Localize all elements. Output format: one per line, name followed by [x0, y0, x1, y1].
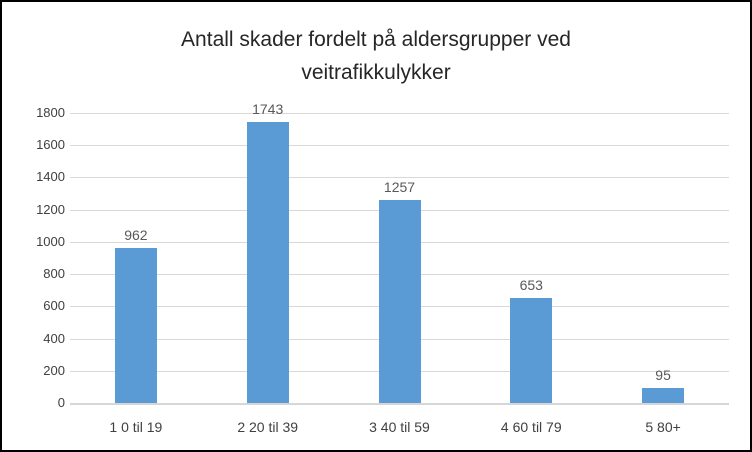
chart-title-line-2: veitrafikkulykker [301, 61, 451, 84]
bar-3 40 til 59 [378, 200, 421, 403]
y-tick-label: 200 [43, 362, 65, 378]
bar-value-label: 1257 [383, 179, 416, 196]
y-tick-label: 1600 [36, 137, 65, 153]
x-category-label: 4 60 til 79 [500, 419, 562, 435]
gridline [70, 145, 729, 147]
bar-value-label: 95 [655, 366, 671, 383]
bar-2 20 til 39 [246, 122, 289, 403]
bar-5 80+ [642, 387, 685, 403]
bar-value-label: 1743 [252, 101, 284, 118]
y-tick-label: 400 [43, 330, 65, 346]
x-category-label: 2 20 til 39 [237, 419, 299, 435]
y-tick-label: 1000 [36, 233, 65, 249]
x-category-label: 1 0 til 19 [109, 419, 163, 435]
gridline [70, 177, 729, 179]
x-category-label: 3 40 til 59 [369, 419, 430, 435]
y-tick-label: 0 [57, 395, 65, 410]
x-axis-line [70, 403, 729, 405]
x-axis: 1 0 til 19 2 20 til 39 3 40 til 59 4 60 til… [70, 418, 729, 438]
y-tick-label: 600 [43, 298, 65, 314]
chart-title-line-1: Antall skader fordelt på aldersgrupper v… [181, 28, 571, 51]
y-tick-label: 800 [43, 266, 65, 282]
plot-area: 962 1743 1257 653 95 [70, 101, 729, 405]
bar-1 0 til 19 [114, 248, 157, 403]
gridline [70, 113, 729, 114]
x-category-label: 5 80+ [645, 419, 681, 435]
bar-value-label: 653 [519, 276, 543, 293]
y-tick-label: 1200 [36, 201, 65, 217]
chart-title: Antall skader fordelt på aldersgrupper v… [2, 23, 750, 89]
y-axis: 0 200 400 600 800 1000 1200 1400 1600 1800 [10, 105, 65, 410]
y-tick-label: 1400 [36, 169, 65, 185]
bar-4 60 til 79 [510, 297, 553, 403]
bar-value-label: 962 [124, 227, 148, 244]
y-tick-label: 1800 [36, 105, 65, 120]
